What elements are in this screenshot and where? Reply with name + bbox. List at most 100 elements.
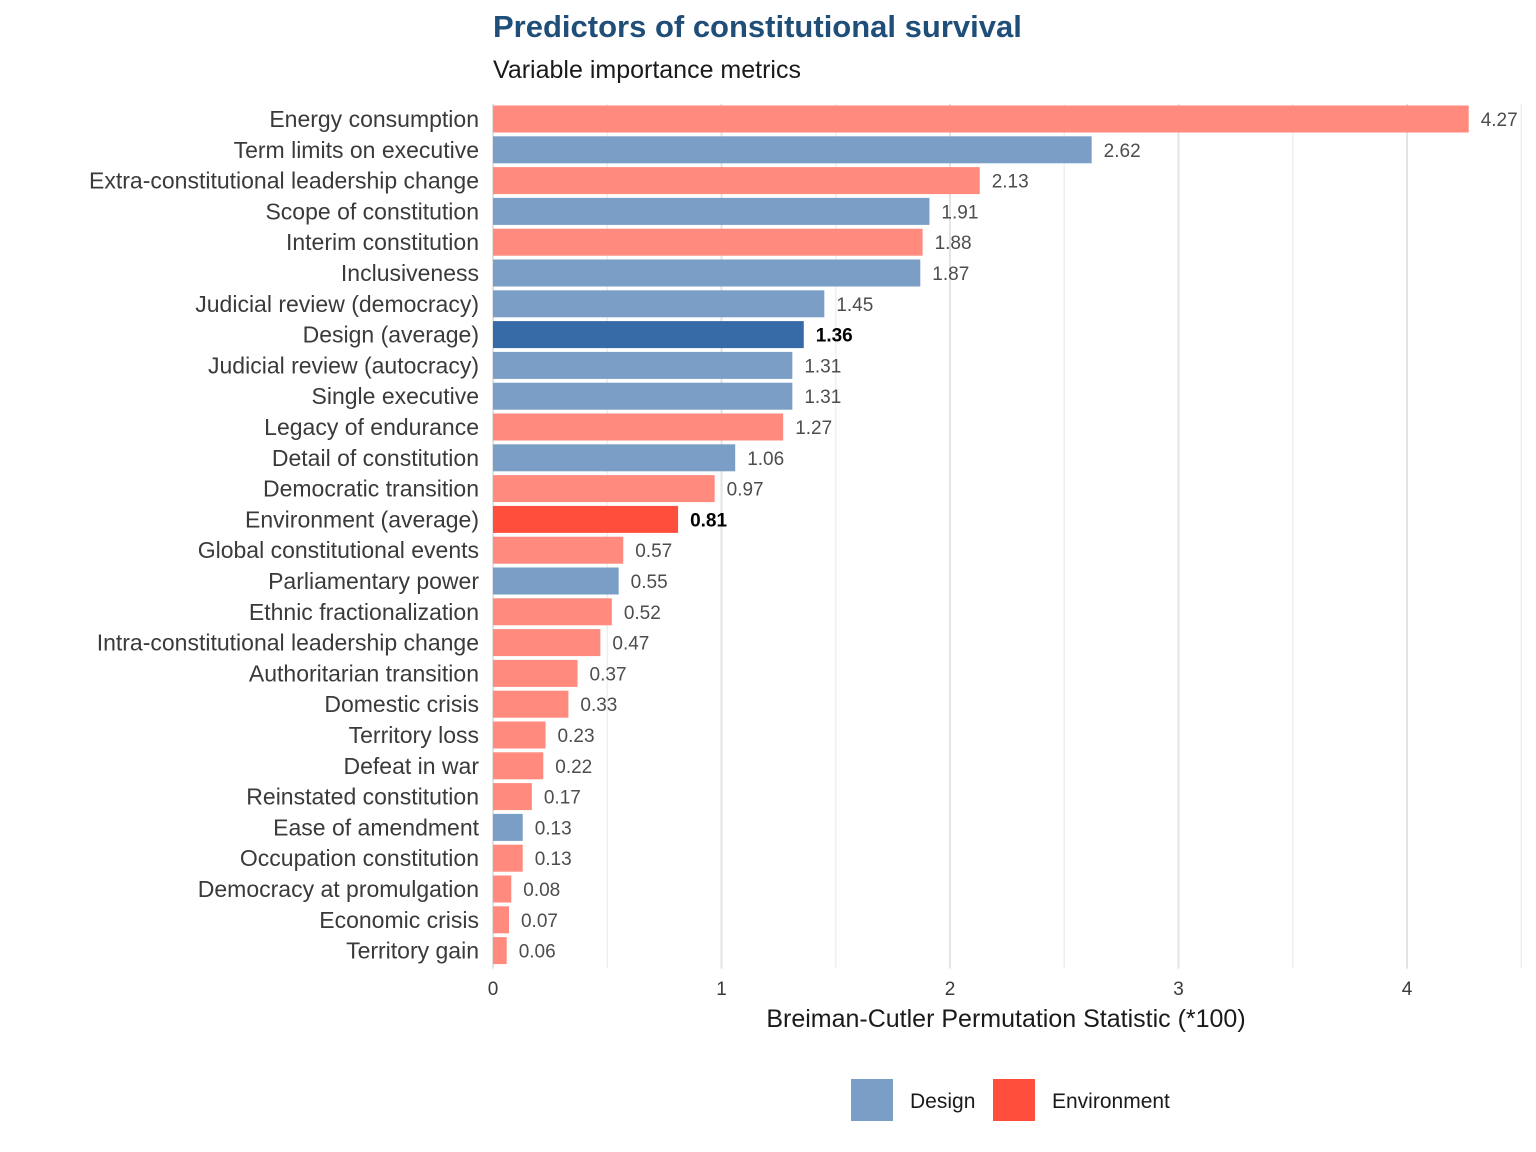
bars	[493, 105, 1469, 965]
bar-single-executive	[493, 382, 793, 410]
chart-subtitle: Variable importance metrics	[493, 56, 801, 84]
category-label: Inclusiveness	[341, 260, 479, 286]
category-label: Environment (average)	[245, 506, 479, 532]
category-label: Reinstated constitution	[246, 784, 479, 810]
value-label: 4.27	[1481, 110, 1518, 131]
chart-title: Predictors of constitutional survival	[493, 9, 1022, 44]
bar-global-constitutional-events	[493, 536, 624, 564]
bar-intra-constitutional-leadership-change	[493, 629, 601, 657]
x-axis-title: Breiman-Cutler Permutation Statistic (*1…	[766, 1005, 1245, 1033]
value-label: 0.55	[631, 572, 668, 593]
bar-defeat-in-war	[493, 752, 544, 780]
bar-parliamentary-power	[493, 567, 619, 595]
value-label: 0.08	[523, 880, 560, 901]
bar-legacy-of-endurance	[493, 413, 784, 441]
category-label: Design (average)	[303, 322, 479, 348]
category-label: Scope of constitution	[265, 198, 479, 224]
x-tick-label: 3	[1173, 979, 1184, 1000]
value-label: 0.97	[727, 480, 764, 501]
value-label: 2.13	[992, 172, 1029, 193]
value-label: 0.37	[590, 664, 627, 685]
value-label: 0.22	[555, 757, 592, 778]
category-label: Economic crisis	[319, 907, 479, 933]
category-label: Judicial review (democracy)	[195, 291, 479, 317]
legend-swatch-environment	[993, 1079, 1035, 1121]
legend: Design Environment	[851, 1079, 1170, 1121]
category-labels: Energy consumption Term limits on executi…	[89, 106, 480, 964]
bar-ease-of-amendment	[493, 813, 523, 841]
bar-territory-gain	[493, 937, 507, 965]
category-label: Judicial review (autocracy)	[208, 352, 479, 378]
category-label: Territory gain	[346, 938, 479, 964]
value-label: 0.07	[521, 911, 558, 932]
value-label: 1.31	[804, 387, 841, 408]
value-label: 0.57	[635, 541, 672, 562]
value-label: 0.23	[558, 726, 595, 747]
bar-interim-constitution	[493, 228, 923, 256]
bar-economic-crisis	[493, 906, 509, 934]
category-label: Detail of constitution	[272, 445, 479, 471]
bar-design-average	[493, 321, 804, 349]
bar-scope-of-constitution	[493, 197, 930, 225]
bar-ethnic-fractionalization	[493, 598, 612, 626]
value-label: 1.91	[941, 202, 978, 223]
bar-democratic-transition	[493, 475, 715, 503]
value-label: 0.81	[690, 510, 727, 531]
category-label: Democracy at promulgation	[198, 876, 479, 902]
x-axis-ticks: 0 1 2 3 4	[488, 979, 1413, 1000]
value-label: 1.88	[935, 233, 972, 254]
value-label: 0.47	[612, 634, 649, 655]
value-label: 1.45	[836, 295, 873, 316]
category-label: Intra-constitutional leadership change	[97, 630, 479, 656]
bar-environment-average	[493, 505, 679, 533]
bar-authoritarian-transition	[493, 659, 578, 687]
category-label: Occupation constitution	[240, 845, 479, 871]
bar-domestic-crisis	[493, 690, 569, 718]
category-label: Global constitutional events	[198, 537, 479, 563]
bar-judicial-review-autocracy	[493, 351, 793, 379]
legend-label-environment: Environment	[1052, 1090, 1170, 1113]
category-label: Term limits on executive	[234, 137, 479, 163]
category-label: Energy consumption	[269, 106, 479, 132]
category-label: Democratic transition	[263, 476, 479, 502]
x-tick-label: 4	[1402, 979, 1413, 1000]
value-label: 1.27	[795, 418, 832, 439]
bar-judicial-review-democracy	[493, 290, 825, 318]
bar-energy-consumption	[493, 105, 1469, 133]
value-label: 1.87	[932, 264, 969, 285]
category-label: Authoritarian transition	[249, 660, 479, 686]
category-label: Interim constitution	[286, 229, 479, 255]
value-label: 2.62	[1104, 141, 1141, 162]
category-label: Territory loss	[349, 722, 479, 748]
value-label: 0.13	[535, 849, 572, 870]
x-tick-label: 2	[945, 979, 956, 1000]
bar-occupation-constitution	[493, 844, 523, 872]
bar-term-limits-on-executive	[493, 136, 1092, 164]
category-label: Ethnic fractionalization	[249, 599, 479, 625]
category-label: Domestic crisis	[324, 691, 479, 717]
value-label: 1.06	[747, 449, 784, 470]
value-label: 0.52	[624, 603, 661, 624]
category-label: Extra-constitutional leadership change	[89, 168, 479, 194]
category-label: Ease of amendment	[273, 814, 479, 840]
bar-extra-constitutional-leadership-change	[493, 167, 980, 195]
bar-territory-loss	[493, 721, 546, 749]
x-tick-label: 1	[716, 979, 727, 1000]
category-label: Defeat in war	[343, 753, 479, 779]
value-label: 0.06	[519, 942, 556, 963]
legend-swatch-design	[851, 1079, 893, 1121]
value-label: 1.31	[804, 356, 841, 377]
value-label: 0.13	[535, 818, 572, 839]
value-label: 1.36	[816, 326, 853, 347]
value-labels: 4.27 2.62 2.13 1.91 1.88 1.87 1.45 1.36 1.31 1.31…	[519, 110, 1518, 963]
bar-reinstated-constitution	[493, 783, 532, 811]
legend-label-design: Design	[910, 1090, 975, 1113]
category-label: Parliamentary power	[268, 568, 479, 594]
category-label: Single executive	[312, 383, 480, 409]
category-label: Legacy of endurance	[264, 414, 479, 440]
value-label: 0.17	[544, 788, 581, 809]
value-label: 0.33	[580, 695, 617, 716]
bar-inclusiveness	[493, 259, 921, 287]
x-tick-label: 0	[488, 979, 499, 1000]
